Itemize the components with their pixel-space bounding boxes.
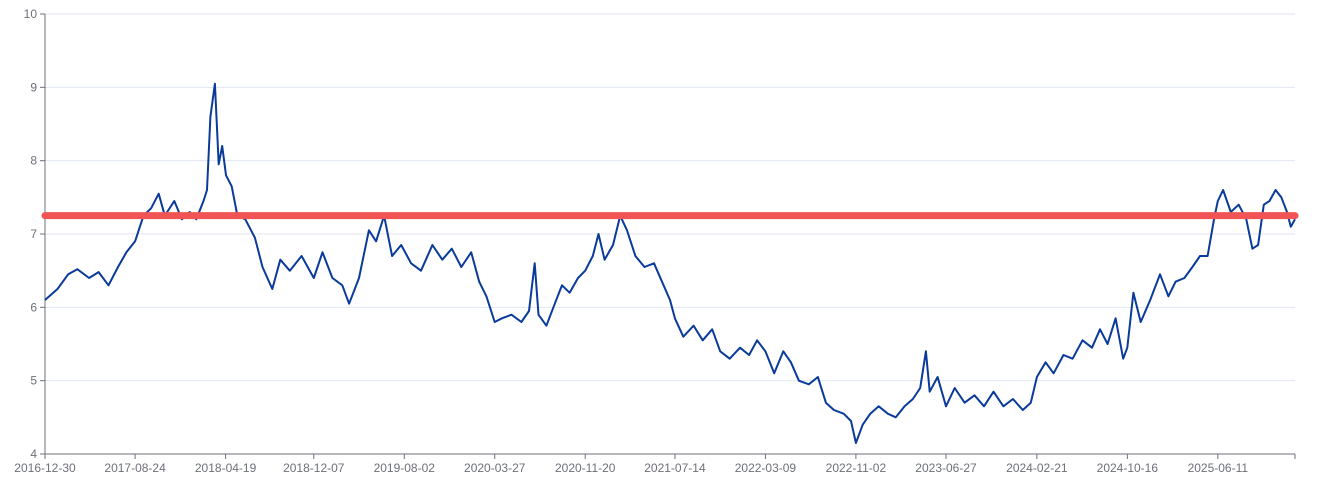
x-tick-label: 2025-06-11 — [1188, 461, 1249, 475]
y-tick-label: 4 — [30, 447, 37, 461]
y-tick-label: 8 — [30, 154, 37, 168]
y-tick-label: 10 — [24, 7, 38, 21]
x-tick-label: 2024-10-16 — [1097, 461, 1159, 475]
x-tick-label: 2020-11-20 — [555, 461, 616, 475]
x-tick-label: 2021-07-14 — [644, 461, 706, 475]
y-axis: 4 5 6 7 8 9 10 — [24, 7, 45, 461]
x-tick-label: 2016-12-30 — [14, 461, 76, 475]
x-tick-label: 2020-03-27 — [464, 461, 526, 475]
x-tick-label: 2018-12-07 — [283, 461, 345, 475]
x-tick-label: 2022-03-09 — [735, 461, 797, 475]
y-tick-label: 7 — [30, 227, 37, 241]
series-line — [45, 84, 1295, 443]
x-axis: 2016-12-30 2017-08-24 2018-04-19 2018-12-07… — [14, 454, 1295, 475]
x-tick-label: 2017-08-24 — [104, 461, 166, 475]
y-tick-label: 9 — [30, 80, 37, 94]
x-tick-label: 2018-04-19 — [195, 461, 257, 475]
x-tick-label: 2024-02-21 — [1006, 461, 1068, 475]
x-tick-label: 2019-08-02 — [374, 461, 436, 475]
x-tick-label: 2022-11-02 — [826, 461, 887, 475]
series-layer — [45, 84, 1295, 443]
y-tick-label: 5 — [30, 374, 37, 388]
x-tick-label: 2023-06-27 — [915, 461, 977, 475]
y-tick-label: 6 — [30, 300, 37, 314]
y-gridlines — [45, 14, 1295, 381]
